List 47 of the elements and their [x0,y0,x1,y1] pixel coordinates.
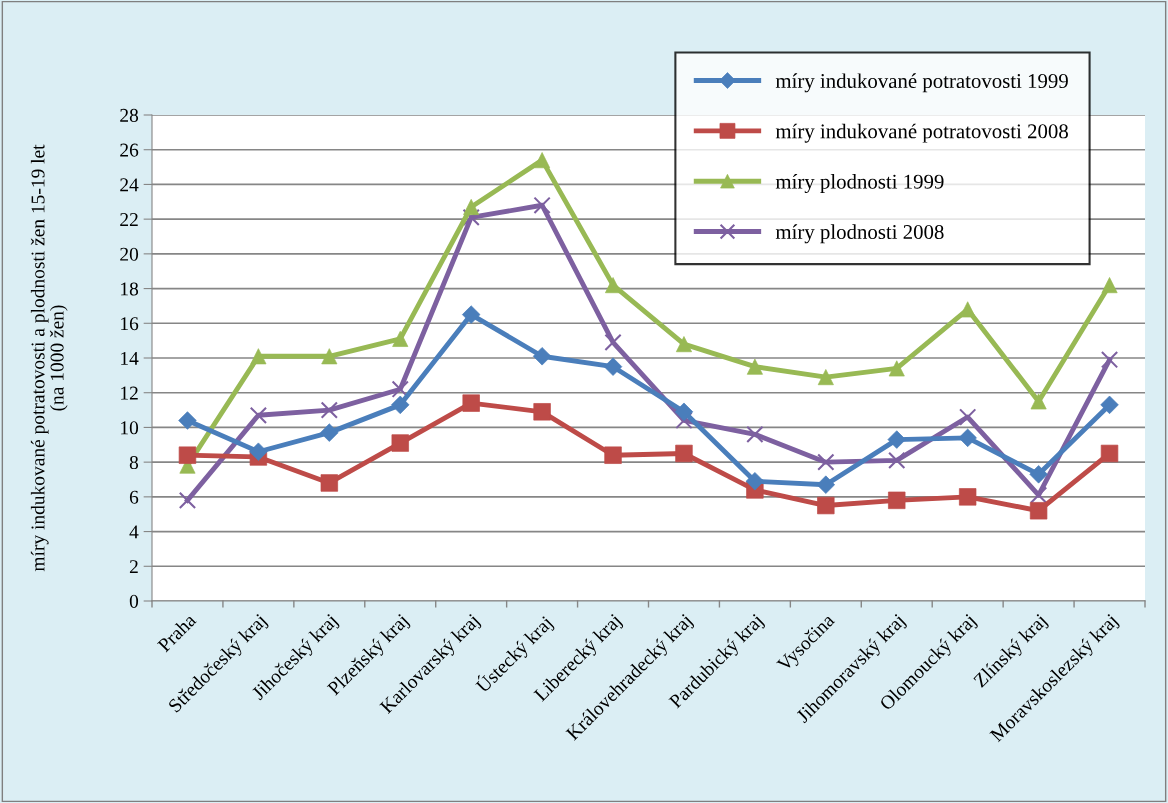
point [250,348,267,365]
point [534,152,551,169]
y-tick-label: 4 [129,525,139,539]
point [817,496,835,515]
point [888,451,906,470]
point [888,360,905,377]
y-tick-label: 2 [129,560,138,574]
y-tick-label: 28 [120,108,139,122]
point [392,330,409,347]
y-tick-label: 8 [129,455,139,470]
legend-label: míry plodnosti 2008 [775,224,944,244]
y-tick-label: 14 [121,351,139,365]
y-tick-label: 22 [120,213,138,226]
point [178,491,197,510]
point [249,406,268,424]
point [533,196,551,214]
y-tick-label: 12 [121,386,138,400]
point [604,333,622,352]
y-tick-label: 26 [120,143,139,157]
legend-label: míry plodnosti 1999 [775,174,944,193]
y-axis-title: míry indukované potratovosti a plodnosti žen 15-19 let (na 1000 žen) [30,144,68,572]
y-tick-label: 0 [129,594,139,608]
point [604,446,622,464]
point [320,474,338,492]
y-tick-label: 6 [129,490,139,504]
point [959,488,977,506]
point [605,277,622,294]
y-tick-label: 18 [121,282,139,296]
y-tick-label: 16 [121,317,139,331]
point [532,347,552,366]
y-tick-label: 10 [121,421,139,435]
point [959,408,977,426]
point [1029,486,1048,504]
y-tick-label: 20 [120,247,139,261]
point [887,430,906,449]
point [1100,395,1119,415]
point [1100,351,1119,369]
y-tick-label: 24 [120,178,139,192]
legend-label: míry indukované potratovosti 2008 [775,123,1068,143]
point [817,453,835,471]
point [675,444,693,463]
point [746,425,764,444]
point [462,208,480,227]
legend-label: míry indukované potratovosti 1999 [775,73,1068,93]
point [320,401,338,419]
point [959,301,976,318]
point [391,380,409,398]
